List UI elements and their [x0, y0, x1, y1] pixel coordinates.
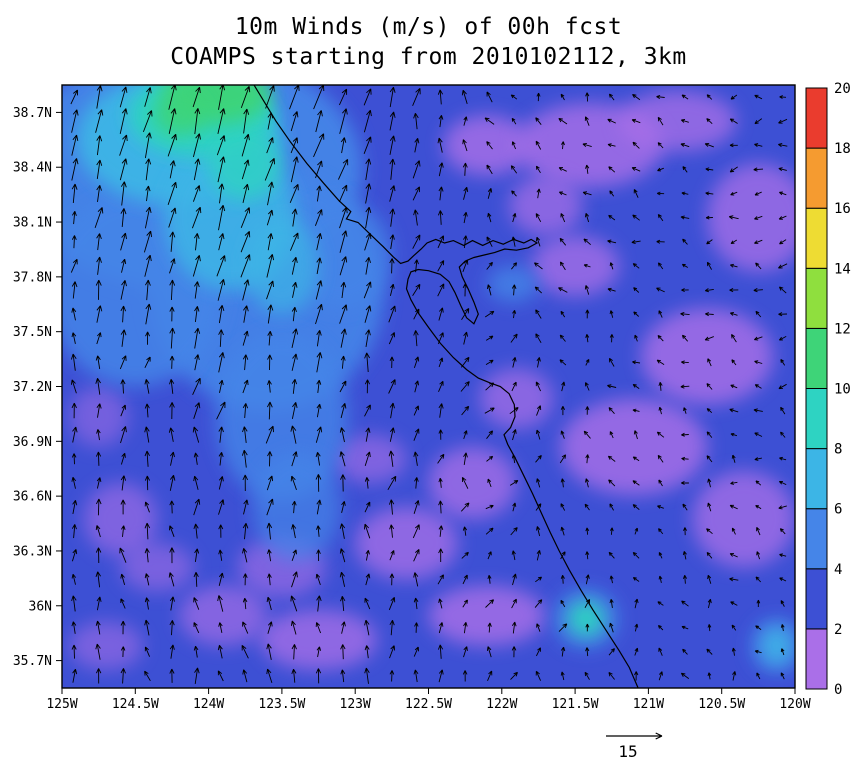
lon-tick-label: 120.5W: [698, 697, 745, 712]
reference-vector-arrow: [606, 732, 663, 740]
lon-tick-label: 121.5W: [552, 697, 599, 712]
speed-shading: [62, 85, 795, 688]
figure-subtitle: COAMPS starting from 2010102112, 3km: [170, 44, 687, 70]
colorbar-band: [805, 508, 828, 570]
lat-tick-label: 36N: [29, 599, 52, 614]
lat-tick-label: 38.4N: [13, 161, 52, 176]
lat-tick-label: 35.7N: [13, 654, 52, 669]
lat-tick-label: 38.1N: [13, 216, 52, 231]
colorbar-tick-label: 18: [834, 141, 851, 157]
lat-tick-label: 36.6N: [13, 490, 52, 505]
lon-tick-label: 122W: [486, 697, 517, 712]
colorbar-tick-label: 4: [834, 562, 842, 578]
lon-tick-label: 125W: [46, 697, 77, 712]
lon-tick-label: 123.5W: [258, 697, 305, 712]
lon-tick-label: 121W: [633, 697, 664, 712]
lon-tick-label: 124W: [193, 697, 224, 712]
colorbar: 0 2 4 6 8 10 12 14 16 18 20: [805, 81, 851, 698]
lon-tick-label: 122.5W: [405, 697, 452, 712]
colorbar-band: [805, 147, 828, 209]
colorbar-tick-label: 2: [834, 622, 842, 638]
lat-tick-label: 37.5N: [13, 325, 52, 340]
reference-vector-label: 15: [618, 742, 637, 761]
wind-vector-field: [70, 85, 788, 684]
colorbar-tick-label: 0: [834, 682, 842, 698]
colorbar-tick-label: 10: [834, 382, 851, 398]
colorbar-tick-label: 16: [834, 201, 851, 217]
colorbar-band: [805, 388, 828, 450]
colorbar-band: [805, 628, 828, 690]
colorbar-band: [805, 207, 828, 269]
lat-tick-label: 36.3N: [13, 544, 52, 559]
colorbar-tick-label: 14: [834, 261, 851, 277]
coastline: [253, 85, 639, 688]
lon-tick-label: 124.5W: [112, 697, 159, 712]
colorbar-band: [805, 327, 828, 389]
colorbar-tick-label: 6: [834, 502, 842, 518]
lat-tick-label: 37.8N: [13, 270, 52, 285]
lon-axis: 125W 124.5W 124W 123.5W 123W 122.5W 122W 121.5W…: [46, 688, 811, 712]
colorbar-band: [805, 568, 828, 630]
lat-tick-label: 37.2N: [13, 380, 52, 395]
lon-tick-label: 123W: [340, 697, 371, 712]
colorbar-band: [805, 267, 828, 329]
lat-axis: 38.7N 38.4N 38.1N 37.8N 37.5N 37.2N 36.9N 36.6N…: [13, 106, 62, 669]
colorbar-band: [805, 448, 828, 510]
colorbar-tick-label: 12: [834, 321, 851, 337]
reference-vector: 15: [606, 732, 663, 761]
lat-tick-label: 38.7N: [13, 106, 52, 121]
colorbar-tick-label: 8: [834, 442, 842, 458]
colorbar-band: [805, 87, 828, 149]
colorbar-tick-label: 20: [834, 81, 851, 97]
lat-tick-label: 36.9N: [13, 435, 52, 450]
lon-tick-label: 120W: [779, 697, 810, 712]
figure-title: 10m Winds (m/s) of 00h fcst: [234, 14, 623, 40]
